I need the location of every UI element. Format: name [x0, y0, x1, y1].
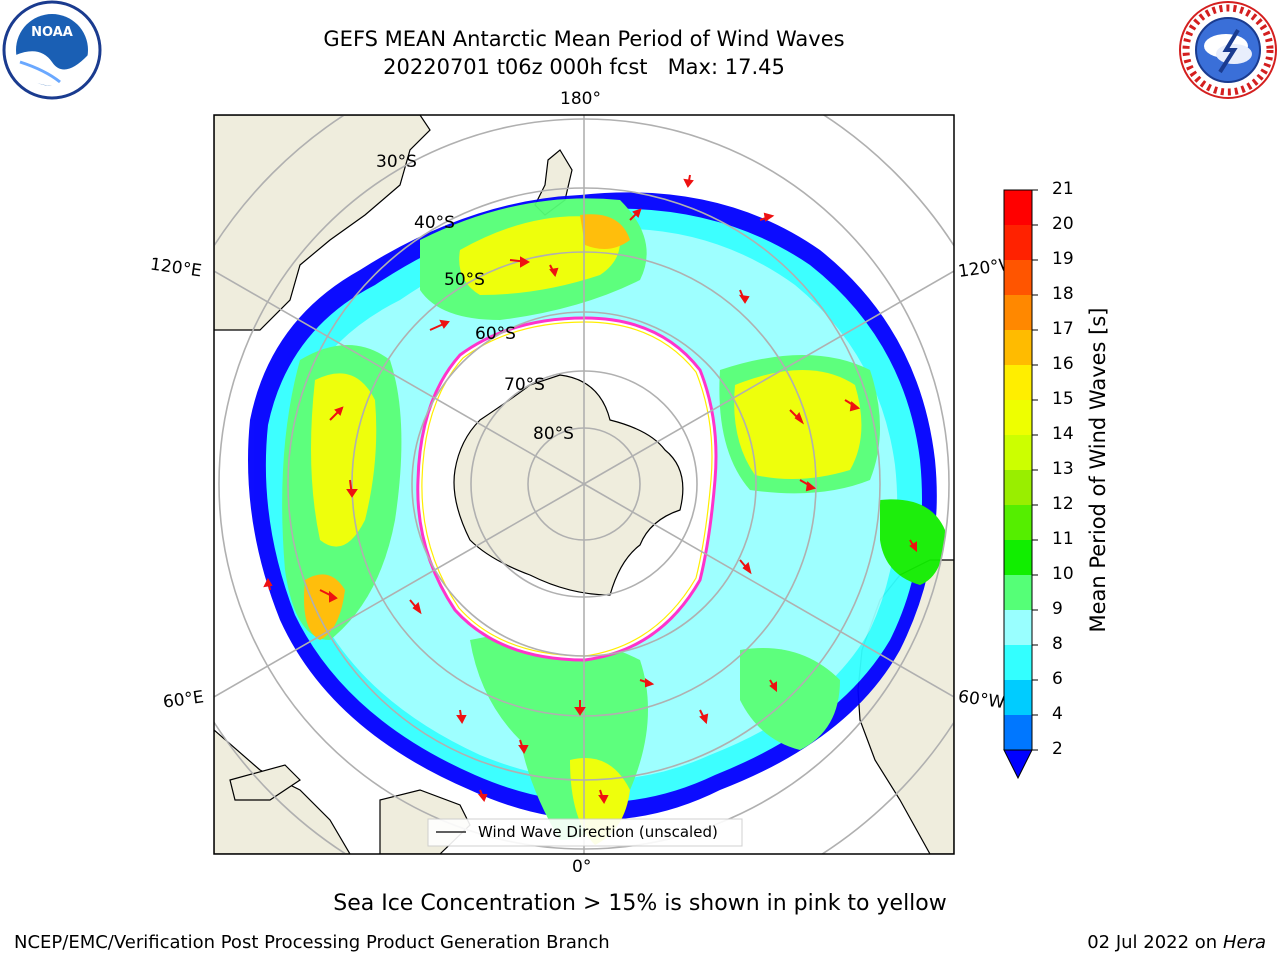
- colorbar-tick-label: 9: [1052, 599, 1063, 619]
- colorbar-segment: [1004, 225, 1032, 261]
- arrow-2: [346, 479, 358, 498]
- arrow-15: [699, 709, 709, 725]
- lat-label-50s: 50°S: [444, 270, 485, 290]
- arrow-9: [738, 289, 750, 304]
- colorbar-extend-triangle: [1003, 749, 1033, 780]
- wave-patch-yellow-left: [311, 373, 377, 547]
- colorbar-segment: [1004, 645, 1032, 681]
- wave-patch-green-far-right: [880, 499, 945, 585]
- svg-text:NOAA: NOAA: [31, 25, 73, 40]
- colorbar-tick-label: 14: [1052, 424, 1074, 444]
- lat-label-70s: 70°S: [504, 375, 545, 395]
- colorbar-tick-label: 11: [1052, 529, 1074, 549]
- lat-label-80s: 80°S: [533, 424, 574, 444]
- arrow-18: [518, 739, 529, 754]
- arrow-13: [739, 559, 752, 575]
- nws-logo: [1179, 1, 1277, 99]
- colorbar-label: Mean Period of Wind Waves [s]: [1086, 307, 1110, 633]
- lat-label-40s: 40°S: [414, 213, 455, 233]
- lon-label-0: 0°: [572, 857, 592, 877]
- colorbar-segment: [1004, 365, 1032, 401]
- lat-label-60s: 60°S: [475, 324, 516, 344]
- colorbar-tick-label: 8: [1052, 634, 1063, 654]
- colorbar-segment: [1004, 575, 1032, 611]
- chart-title: GEFS MEAN Antarctic Mean Period of Wind …: [323, 27, 845, 51]
- colorbar-tick-label: 21: [1052, 179, 1074, 199]
- colorbar-tick-label: 10: [1052, 564, 1074, 584]
- wave-patch-orange-left: [304, 574, 345, 640]
- arrow-20: [598, 789, 609, 804]
- colorbar-segment: [1004, 260, 1032, 296]
- arrow-14: [769, 679, 777, 693]
- land-madagascar: [229, 764, 301, 801]
- arrow-19: [456, 709, 467, 724]
- wave-patch-orange-top: [580, 214, 630, 249]
- lat-label-30s: 30°S: [376, 152, 417, 172]
- colorbar-segment: [1004, 540, 1032, 576]
- colorbar-tick-label: 18: [1052, 284, 1074, 304]
- ice-caption: Sea Ice Concentration > 15% is shown in …: [333, 891, 947, 916]
- colorbar-segment: [1004, 610, 1032, 646]
- footer-date-text: 02 Jul 2022 on: [1087, 932, 1223, 953]
- graticule: [214, 115, 954, 854]
- wave-patch-yellow-right: [734, 370, 862, 479]
- footer-credit: NCEP/EMC/Verification Post Processing Pr…: [14, 932, 610, 953]
- arrow-21: [477, 789, 488, 802]
- colorbar-segment: [1004, 400, 1032, 436]
- colorbar-tick-label: 19: [1052, 249, 1074, 269]
- arrow-4: [429, 319, 450, 331]
- wind-arrows: [263, 174, 917, 804]
- colorbar-tick-label: 16: [1052, 354, 1074, 374]
- arrow-1: [329, 406, 344, 421]
- land-antarctica: [453, 374, 684, 596]
- colorbar-tick-label: 2: [1052, 739, 1063, 759]
- footer-date: 02 Jul 2022 on Hera: [1087, 932, 1266, 953]
- colorbar-segment: [1004, 330, 1032, 366]
- colorbar-segment: [1004, 190, 1032, 226]
- footer-host: Hera: [1222, 932, 1266, 953]
- arrow-24: [799, 479, 817, 492]
- colorbar-segment: [1004, 680, 1032, 716]
- colorbar-tick-label: 17: [1052, 319, 1074, 339]
- colorbar-segment: [1004, 470, 1032, 506]
- legend-box: Wind Wave Direction (unscaled): [427, 818, 743, 847]
- arrow-25: [549, 264, 559, 278]
- colorbar-segment: [1004, 505, 1032, 541]
- colorbar-tick-label: 15: [1052, 389, 1074, 409]
- legend-label: Wind Wave Direction (unscaled): [478, 823, 718, 841]
- colorbar-tick-label: 13: [1052, 459, 1074, 479]
- arrow-17: [574, 700, 586, 716]
- colorbar-segment: [1004, 435, 1032, 471]
- colorbar: [1003, 189, 1038, 780]
- arrow-8: [759, 212, 775, 222]
- arrow-6: [629, 208, 642, 221]
- colorbar-segment: [1004, 295, 1032, 331]
- colorbar-segment: [1004, 715, 1032, 751]
- map-frame: [213, 114, 955, 855]
- wave-patch-green-lower-right: [740, 648, 840, 750]
- arrow-5: [509, 256, 531, 268]
- lon-label-180: 180°: [560, 89, 601, 109]
- noaa-logo: NOAA: [2, 0, 102, 100]
- arrow-16: [639, 678, 655, 688]
- arrow-23: [263, 577, 273, 591]
- arrow-11: [844, 399, 861, 412]
- arrow-7: [683, 174, 694, 188]
- chart-subtitle: 20220701 t06z 000h fcst Max: 17.45: [383, 55, 785, 79]
- arrow-10: [789, 409, 805, 425]
- arrow-3: [319, 589, 338, 603]
- colorbar-tick-label: 20: [1052, 214, 1074, 234]
- colorbar-tick-label: 12: [1052, 494, 1074, 514]
- colorbar-tick-label: 6: [1052, 669, 1063, 689]
- colorbar-tick-label: 4: [1052, 704, 1063, 724]
- arrow-22: [409, 599, 422, 615]
- arrow-12: [909, 539, 917, 553]
